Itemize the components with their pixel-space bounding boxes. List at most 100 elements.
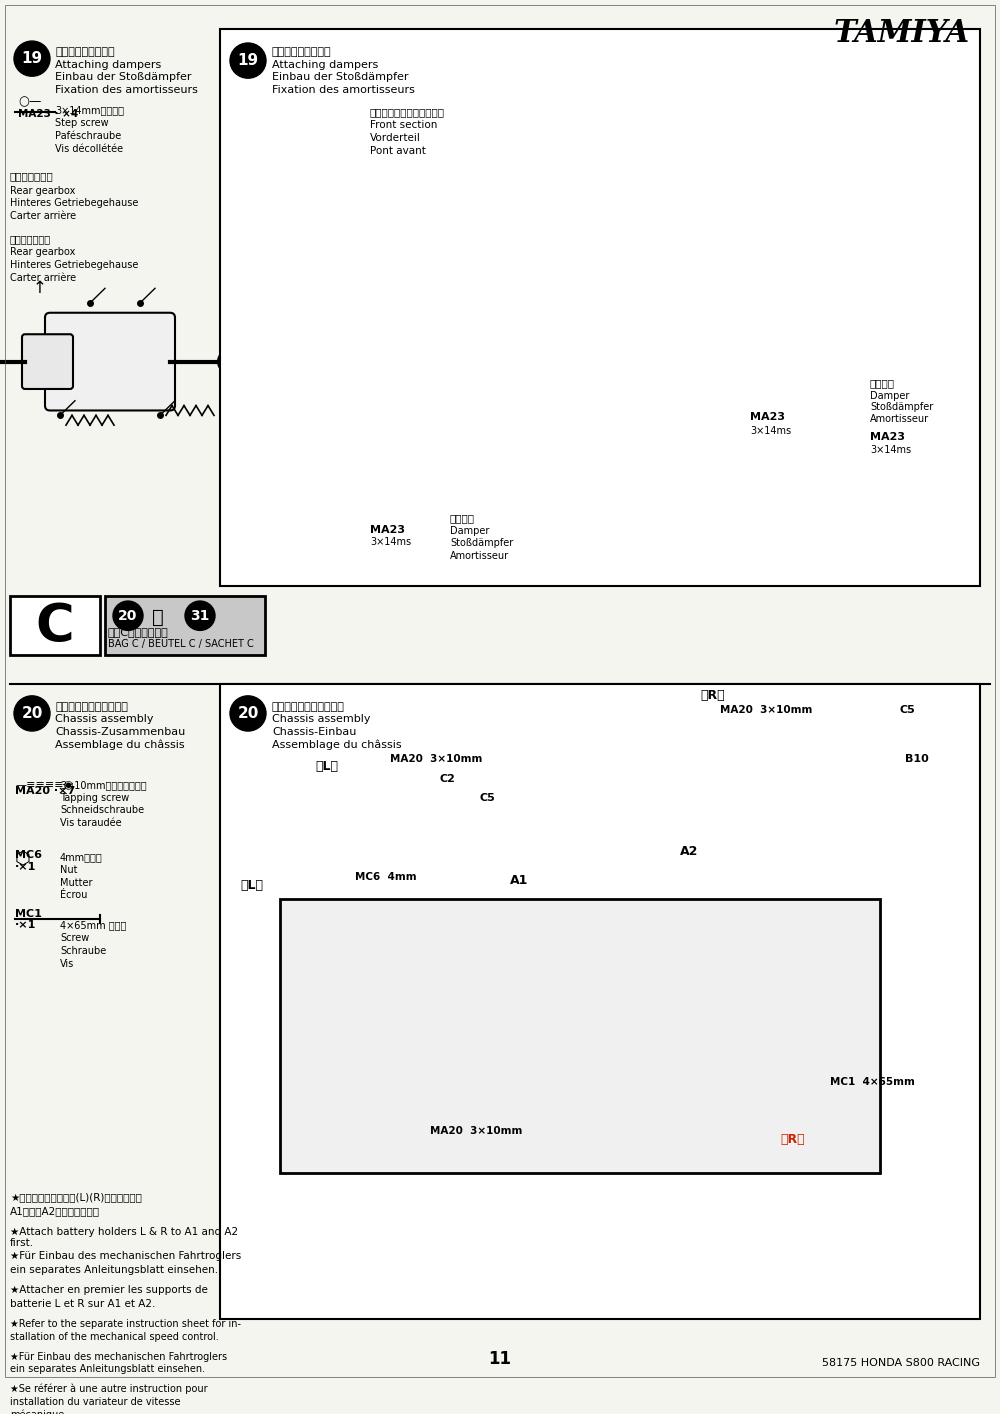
Text: MA20 ·×7: MA20 ·×7 [15, 786, 75, 796]
Text: Rear gearbox: Rear gearbox [10, 185, 75, 195]
Text: Vis décollétée: Vis décollétée [55, 144, 123, 154]
Text: Tapping screw: Tapping screw [60, 793, 129, 803]
Text: MC6
·×1: MC6 ·×1 [15, 850, 42, 872]
Text: Front section: Front section [370, 120, 437, 130]
Text: Mutter: Mutter [60, 878, 92, 888]
Text: A2: A2 [680, 846, 698, 858]
Text: ★Für Einbau des mechanischen Fahrtroglers: ★Für Einbau des mechanischen Fahrtrogler… [10, 1251, 241, 1261]
Text: 〈L〉: 〈L〉 [240, 880, 263, 892]
Text: MA20  3×10mm: MA20 3×10mm [430, 1126, 522, 1135]
Text: Nut: Nut [60, 865, 78, 875]
Bar [280, 899, 880, 1172]
Text: ein separates Anleitungsblatt einsehen.: ein separates Anleitungsblatt einsehen. [10, 1264, 218, 1274]
Bar [220, 684, 980, 1319]
Text: 〈フロントバルクヘッド〉: 〈フロントバルクヘッド〉 [370, 107, 445, 117]
Text: ダンパー: ダンパー [450, 513, 475, 523]
Text: C5: C5 [480, 793, 496, 803]
Text: ★Se référer à une autre instruction pour: ★Se référer à une autre instruction pour [10, 1384, 208, 1394]
Text: ～: ～ [152, 608, 164, 626]
Text: ダンパー: ダンパー [870, 378, 895, 387]
Text: Chassis-Zusammenbau: Chassis-Zusammenbau [55, 727, 185, 737]
Text: MA23: MA23 [750, 413, 785, 423]
Text: 3×14mm目付ビス: 3×14mm目付ビス [55, 106, 124, 116]
Circle shape [218, 349, 242, 373]
Polygon shape [860, 723, 920, 782]
Text: Damper: Damper [870, 390, 909, 400]
Text: Einbau der Stoßdämpfer: Einbau der Stoßdämpfer [272, 72, 409, 82]
Text: ○—: ○— [18, 96, 41, 109]
Text: 3×14ms: 3×14ms [750, 426, 791, 436]
Text: ⬡: ⬡ [15, 850, 31, 868]
Circle shape [852, 1145, 868, 1161]
Text: Paféschraube: Paféschraube [55, 132, 121, 141]
Text: 58175 HONDA S800 RACING: 58175 HONDA S800 RACING [822, 1359, 980, 1369]
Text: 4×65mm 丸ビス: 4×65mm 丸ビス [60, 921, 126, 930]
Text: C2: C2 [440, 773, 456, 783]
Text: MA23 · ×4: MA23 · ×4 [18, 109, 78, 119]
Text: Vis taraudée: Vis taraudée [60, 819, 122, 829]
Text: C: C [36, 601, 74, 653]
Text: Chassis assembly: Chassis assembly [272, 714, 370, 724]
Text: MA20  3×10mm: MA20 3×10mm [720, 706, 812, 715]
Text: A1およびA2に取り付けます: A1およびA2に取り付けます [10, 1206, 100, 1216]
Text: Pont avant: Pont avant [370, 146, 426, 156]
FancyBboxPatch shape [45, 312, 175, 410]
Text: Vis: Vis [60, 959, 74, 969]
Text: Schraube: Schraube [60, 946, 106, 956]
Text: Amortisseur: Amortisseur [870, 414, 929, 424]
Text: 11: 11 [488, 1350, 512, 1369]
Circle shape [302, 901, 318, 916]
Text: 〈ギヤケース〉: 〈ギヤケース〉 [10, 235, 51, 245]
Text: 3×14ms: 3×14ms [870, 444, 911, 454]
Text: 袋詰Cを使用します: 袋詰Cを使用します [108, 628, 169, 638]
Circle shape [230, 696, 266, 731]
Text: 〈L〉: 〈L〉 [315, 761, 338, 773]
Text: Vorderteil: Vorderteil [370, 133, 421, 143]
Text: 19: 19 [237, 54, 259, 68]
Text: 〈ギヤケース〉: 〈ギヤケース〉 [10, 171, 54, 181]
Text: Schneidschraube: Schneidschraube [60, 806, 144, 816]
Text: Écrou: Écrou [60, 891, 87, 901]
Circle shape [185, 601, 215, 631]
Text: Carter arrière: Carter arrière [10, 273, 76, 283]
Bar [620, 255, 640, 293]
Text: Stoßdämpfer: Stoßdämpfer [450, 539, 513, 549]
Text: ★Attach battery holders L & R to A1 and A2
first.: ★Attach battery holders L & R to A1 and … [10, 1226, 238, 1249]
Text: Damper: Damper [450, 526, 489, 536]
Text: Screw: Screw [60, 933, 89, 943]
Circle shape [360, 792, 370, 802]
Circle shape [360, 822, 370, 831]
Text: ein separates Anleitungsblatt einsehen.: ein separates Anleitungsblatt einsehen. [10, 1365, 205, 1374]
Circle shape [852, 901, 868, 916]
Text: Step screw: Step screw [55, 119, 109, 129]
Text: 4mmナット: 4mmナット [60, 853, 103, 863]
Text: MA23: MA23 [370, 525, 405, 534]
Text: Rear gearbox: Rear gearbox [10, 247, 75, 257]
Text: MC6  4mm: MC6 4mm [355, 871, 417, 881]
Text: Hinteres Getriebegehause: Hinteres Getriebegehause [10, 198, 138, 208]
Text: Hinteres Getriebegehause: Hinteres Getriebegehause [10, 260, 138, 270]
Text: 〈R〉: 〈R〉 [780, 1134, 805, 1147]
Circle shape [14, 41, 50, 76]
Text: 〈シャーシのくみたて〉: 〈シャーシのくみたて〉 [55, 701, 128, 711]
Polygon shape [350, 782, 410, 840]
Text: mécanique.: mécanique. [10, 1410, 67, 1414]
FancyBboxPatch shape [22, 334, 73, 389]
Text: ダンパーのとりつけ: ダンパーのとりつけ [272, 47, 332, 57]
Text: Carter arrière: Carter arrière [10, 211, 76, 221]
Bar [105, 597, 265, 655]
Text: 20: 20 [237, 706, 259, 721]
Text: Assemblage du châssis: Assemblage du châssis [55, 740, 185, 751]
Text: MC1
·×1: MC1 ·×1 [15, 909, 42, 930]
Text: ★Refer to the separate instruction sheet for in-: ★Refer to the separate instruction sheet… [10, 1319, 241, 1329]
Text: batterie L et R sur A1 et A2.: batterie L et R sur A1 et A2. [10, 1299, 155, 1309]
Text: MA20  3×10mm: MA20 3×10mm [390, 754, 482, 765]
Text: Attaching dampers: Attaching dampers [55, 59, 161, 69]
Text: installation du variateur de vitesse: installation du variateur de vitesse [10, 1397, 180, 1407]
Text: MC1  4×65mm: MC1 4×65mm [830, 1077, 915, 1087]
Text: Assemblage du châssis: Assemblage du châssis [272, 740, 402, 751]
Bar [220, 30, 980, 587]
Text: 31: 31 [190, 608, 210, 622]
Text: ★Für Einbau des mechanischen Fahrtroglers: ★Für Einbau des mechanischen Fahrtrogler… [10, 1352, 227, 1362]
Text: 20: 20 [21, 706, 43, 721]
